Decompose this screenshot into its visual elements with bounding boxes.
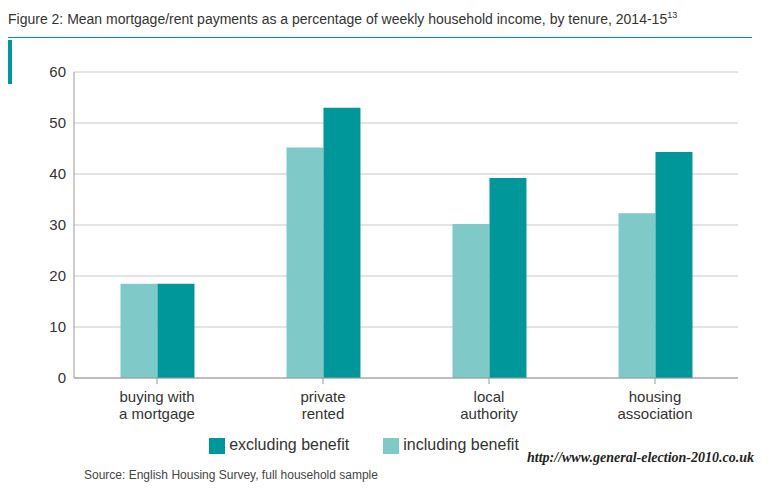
svg-text:30: 30 <box>49 216 66 233</box>
svg-text:40: 40 <box>49 165 66 182</box>
html-text:including benefit: including benefit <box>403 436 519 453</box>
svg-text:0: 0 <box>58 369 66 386</box>
svg-text:10: 10 <box>49 318 66 335</box>
html-text:Source: English Housing Survey: Source: English Housing Survey, full hou… <box>84 468 378 482</box>
html-text:http://www.general-election-20: http://www.general-election-2010.co.uk <box>527 450 754 465</box>
svg-text:50: 50 <box>49 114 66 131</box>
html-text:excluding benefit: excluding benefit <box>229 436 350 453</box>
svg-text:localauthority: localauthority <box>460 388 518 422</box>
svg-text:housingassociation: housingassociation <box>617 388 692 422</box>
svg-text:20: 20 <box>49 267 66 284</box>
html-text:Figure 2: Mean mortgage/rent p: Figure 2: Mean mortgage/rent payments as… <box>8 10 668 27</box>
svg-text:privaterented: privaterented <box>300 388 345 422</box>
svg-text:buying witha mortgage: buying witha mortgage <box>119 388 195 422</box>
html-text:13: 13 <box>667 10 678 20</box>
svg-text:60: 60 <box>49 63 66 80</box>
